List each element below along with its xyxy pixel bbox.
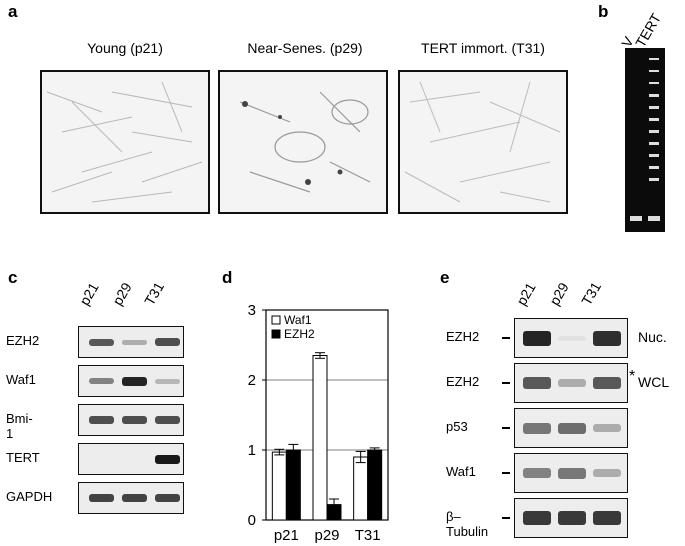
micrograph-tert-texture [404, 81, 561, 203]
micrograph-young [40, 70, 210, 214]
panel-c-band [122, 494, 147, 502]
panel-e-band [523, 511, 551, 525]
panel-e-label: e [440, 268, 450, 287]
panel-e-fraction-label: Nuc. [638, 329, 667, 345]
panel-c-gel-strip [78, 404, 184, 436]
x-tick-label: T31 [355, 527, 381, 544]
panel-b-label: b [598, 2, 609, 21]
panel-e-row-tick [502, 337, 510, 339]
lane-label-e-p21: p21 [513, 279, 539, 308]
lane-label-c-p29: p29 [109, 279, 135, 308]
lane-label-c-p21: p21 [76, 279, 102, 308]
panel-e-band [593, 469, 621, 477]
panel-e-band [593, 424, 621, 432]
panel-e-band [558, 422, 586, 434]
panel-e-row-label: p53 [446, 419, 468, 434]
caption-young: Young (p21) [87, 40, 163, 56]
panel-c-row-label: Bmi-1 [6, 411, 33, 441]
micrograph-tert-immortalized [398, 70, 568, 214]
panel-e-band [593, 377, 621, 389]
panel-c-band [155, 378, 180, 384]
panel-e-band [523, 468, 551, 478]
panel-c-band [155, 494, 180, 502]
legend-label-ezh2: EZH2 [284, 327, 315, 341]
panel-c-row-label: GAPDH [6, 489, 53, 504]
panel-e-row-label: Waf1 [446, 464, 476, 479]
panel-e-fraction-label: WCL [638, 374, 670, 390]
panel-c-band [89, 338, 114, 346]
y-tick-label: 1 [248, 442, 256, 459]
y-tick-label: 0 [248, 512, 256, 529]
panel-c-band [122, 416, 147, 424]
panel-e-gel-strip [514, 408, 628, 448]
panel-e-row-label: EZH2 [446, 329, 480, 344]
caption-near-senescent: Near-Senes. (p29) [247, 40, 363, 56]
panel-e-band [523, 377, 551, 389]
panel-c-band [89, 378, 114, 384]
panel-e-row-tick [502, 517, 510, 519]
panel-e-band [523, 422, 551, 434]
panel-c-label: c [8, 268, 18, 287]
x-tick-label: p21 [274, 527, 299, 544]
panel-e-band [593, 511, 621, 525]
trap-assay-gel [625, 48, 665, 232]
panel-c-band [122, 339, 147, 345]
micrograph-near-senescent-texture [239, 91, 371, 193]
panel-e-gel-strip [514, 363, 628, 403]
panel-c-gel-strip [78, 482, 184, 514]
panel-e-asterisk: * [629, 368, 636, 385]
panel-e-band [558, 379, 586, 387]
bar-waf1-p29 [312, 355, 328, 521]
lane-label-e-t31: T31 [578, 279, 605, 308]
panel-e-row-tick [502, 427, 510, 429]
panel-e-band [558, 467, 586, 479]
panel-c-gel-strip [78, 443, 184, 475]
panel-e-band [558, 511, 586, 525]
micrograph-young-texture [46, 81, 203, 203]
panel-e-gel-strip [514, 318, 628, 358]
panel-c-row-label: TERT [6, 450, 40, 465]
legend-swatch-waf1 [271, 315, 281, 325]
panel-c-row-label: EZH2 [6, 333, 40, 348]
bar-waf1-p21 [271, 451, 287, 521]
panel-d-label: d [222, 268, 233, 287]
panel-c-gel-strip [78, 365, 184, 397]
panel-c-band [155, 454, 180, 464]
panel-e-band [558, 335, 586, 341]
y-tick-label: 3 [248, 302, 256, 319]
bar-ezh2-p21 [285, 449, 301, 521]
caption-tert-immortalized: TERT immort. (T31) [421, 40, 545, 56]
panel-c-row-label: Waf1 [6, 372, 36, 387]
panel-c-band [155, 338, 180, 346]
x-tick-label: p29 [314, 527, 339, 544]
panel-c-band [122, 376, 147, 386]
legend-label-waf1: Waf1 [284, 313, 312, 327]
panel-e-gel-strip [514, 453, 628, 493]
legend-swatch-ezh2 [271, 329, 281, 339]
panel-e-gel-strip [514, 498, 628, 538]
lane-label-e-p29: p29 [546, 279, 572, 308]
y-tick-label: 2 [248, 372, 256, 389]
bar-ezh2-t31 [367, 449, 383, 521]
panel-c-band [155, 416, 180, 424]
lane-label-tert: TERT [632, 10, 665, 50]
panel-a-label: a [8, 2, 18, 21]
panel-e-row-tick [502, 472, 510, 474]
bar-waf1-t31 [353, 456, 369, 521]
panel-e-row-tick [502, 382, 510, 384]
panel-c-band [89, 494, 114, 502]
panel-e-row-label: EZH2 [446, 374, 480, 389]
panel-c-gel-strip [78, 326, 184, 358]
micrograph-near-senescent [218, 70, 388, 214]
panel-e-band [523, 330, 551, 346]
panel-e-row-label: β–Tubulin [446, 509, 489, 539]
panel-c-band [89, 416, 114, 424]
panel-e-band [593, 330, 621, 346]
lane-label-c-t31: T31 [141, 279, 168, 308]
trap-ladder [630, 58, 660, 221]
